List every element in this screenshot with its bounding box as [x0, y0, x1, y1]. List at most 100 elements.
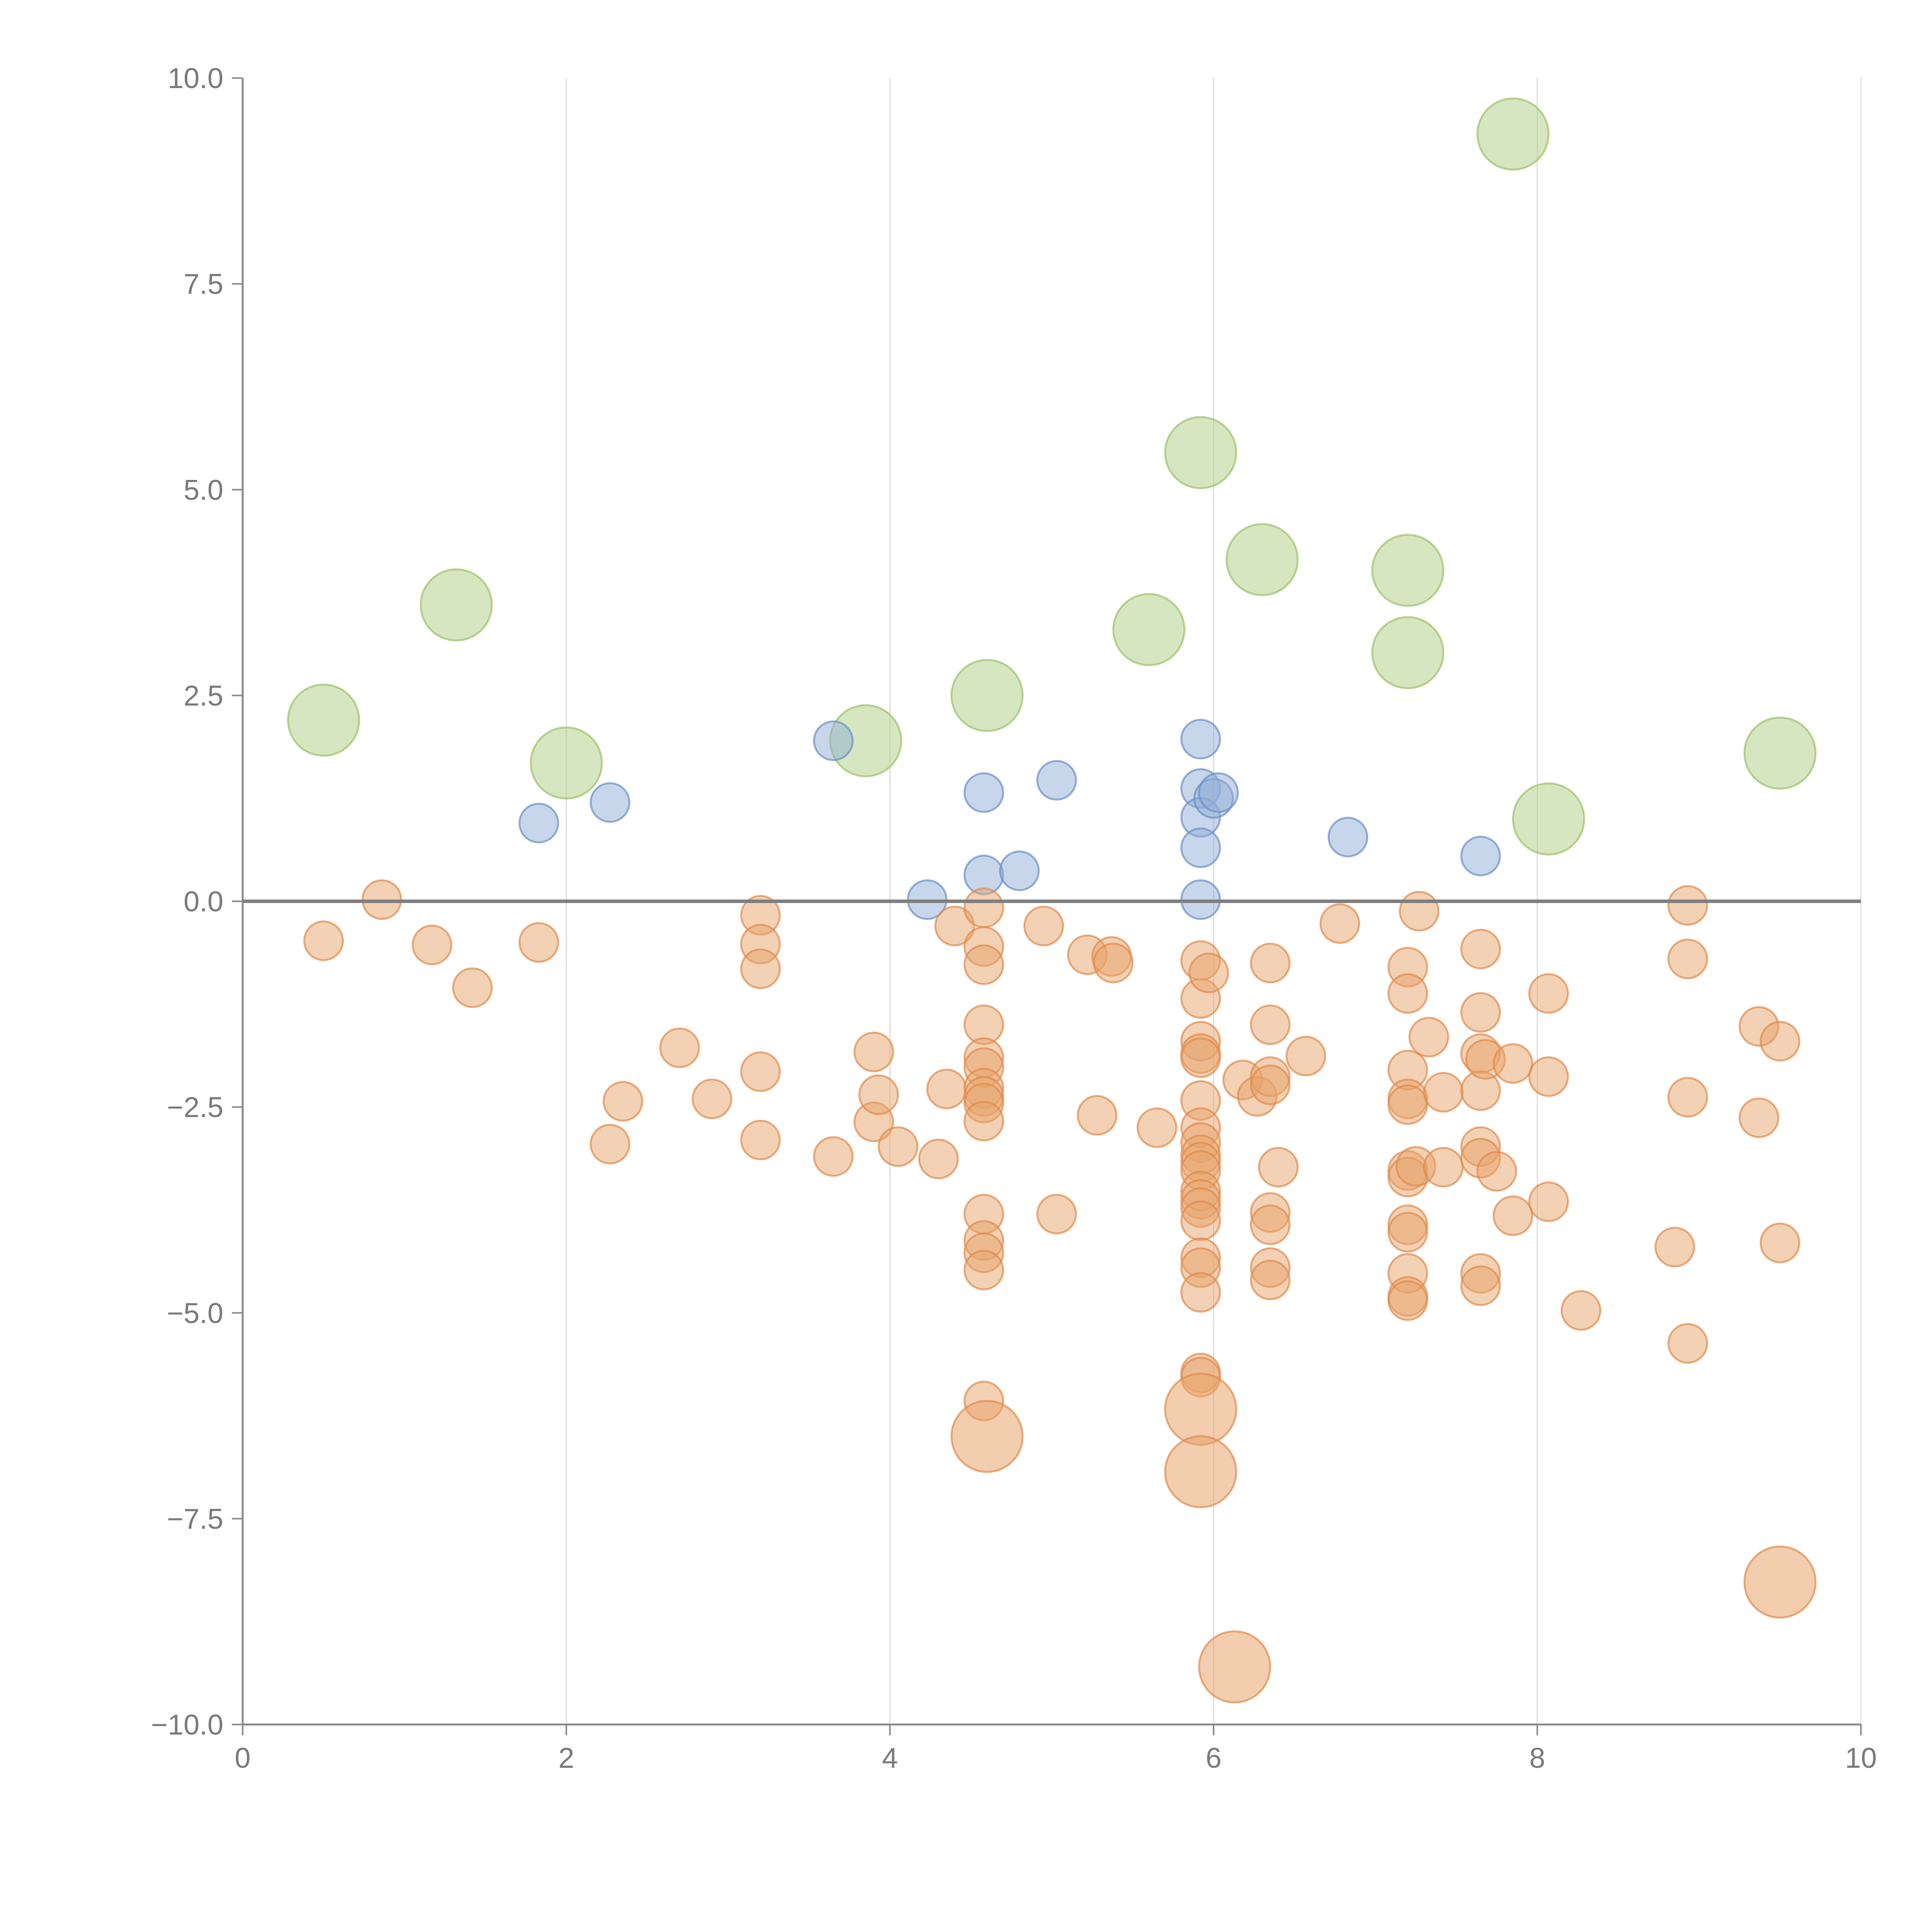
large-positive-point: [1371, 616, 1444, 689]
small-negative-point: [1460, 1265, 1501, 1306]
small-negative-point: [1528, 1181, 1569, 1222]
small-negative-point: [1387, 973, 1428, 1014]
large-positive-point: [1476, 97, 1550, 171]
small-negative-point: [963, 1100, 1004, 1141]
small-negative-point: [1760, 1223, 1801, 1264]
large-negative-point: [1164, 1372, 1237, 1446]
x-tick-label: 8: [1529, 1742, 1545, 1774]
small-positive-point: [1460, 835, 1501, 876]
small-negative-point: [1093, 942, 1134, 983]
large-positive-point: [1164, 416, 1237, 489]
y-tick-label: −5.0: [167, 1297, 223, 1329]
y-tick-label: 5.0: [184, 474, 223, 506]
small-negative-point: [1250, 1204, 1291, 1245]
y-tick-label: 7.5: [184, 268, 223, 300]
small-negative-point: [1667, 1323, 1708, 1364]
small-negative-point: [1319, 903, 1360, 944]
small-positive-point: [1180, 827, 1221, 868]
x-tick-label: 2: [558, 1742, 574, 1774]
small-negative-point: [1258, 1147, 1299, 1188]
small-negative-point: [1654, 1226, 1695, 1267]
small-negative-point: [518, 922, 559, 963]
small-negative-point: [659, 1027, 700, 1068]
large-positive-point: [1371, 534, 1444, 607]
small-positive-point: [1327, 816, 1368, 857]
small-negative-point: [926, 1068, 967, 1109]
small-negative-point: [1738, 1097, 1779, 1138]
small-negative-point: [1387, 1280, 1428, 1321]
small-positive-point: [963, 772, 1004, 813]
small-negative-point: [853, 1031, 894, 1072]
small-negative-point: [1460, 992, 1501, 1033]
small-negative-point: [1180, 1272, 1221, 1313]
small-negative-point: [412, 924, 452, 965]
large-negative-point: [1743, 1545, 1817, 1619]
small-negative-point: [1423, 1072, 1464, 1113]
small-negative-point: [1250, 1260, 1291, 1301]
data-points: [287, 97, 1817, 1704]
small-negative-point: [303, 920, 344, 961]
small-negative-point: [1077, 1095, 1117, 1136]
x-tick-label: 6: [1206, 1742, 1221, 1774]
small-negative-point: [1560, 1290, 1601, 1331]
tick-labels: 10.0 7.5 5.0 2.5 0.0 −2.5 −5.0 −7.5 −10.0 0 2 4 6 8 10: [151, 62, 1877, 1774]
small-negative-point: [1180, 1037, 1221, 1078]
small-negative-point: [878, 1126, 918, 1167]
large-positive-point: [1743, 716, 1817, 790]
small-negative-point: [963, 888, 1004, 929]
small-negative-point: [963, 1250, 1004, 1291]
small-positive-point: [1036, 760, 1077, 801]
large-negative-point: [950, 1400, 1024, 1473]
small-negative-point: [1136, 1107, 1177, 1148]
small-negative-point: [1399, 891, 1440, 932]
small-negative-point: [692, 1078, 733, 1119]
small-negative-point: [813, 1136, 854, 1177]
small-negative-point: [1036, 1194, 1077, 1235]
small-negative-point: [918, 1138, 959, 1179]
large-positive-point: [287, 684, 360, 757]
small-negative-point: [1387, 1212, 1428, 1253]
small-negative-point: [1023, 905, 1064, 946]
y-tick-label: 0.0: [184, 886, 223, 918]
small-positive-point: [999, 850, 1040, 891]
small-negative-point: [1286, 1036, 1327, 1077]
small-negative-point: [1476, 1151, 1517, 1192]
small-negative-point: [1250, 1065, 1291, 1105]
small-negative-point: [602, 1081, 643, 1122]
x-tick-label: 10: [1845, 1742, 1877, 1774]
small-negative-point: [1528, 1056, 1569, 1097]
small-positive-point: [1198, 772, 1239, 813]
small-negative-point: [1528, 973, 1569, 1014]
small-negative-point: [1493, 1195, 1534, 1236]
small-positive-point: [590, 782, 631, 823]
large-positive-point: [950, 659, 1024, 732]
small-negative-point: [1408, 1017, 1449, 1058]
y-tick-label: 2.5: [184, 680, 223, 712]
large-negative-point: [1198, 1630, 1271, 1704]
small-positive-point: [813, 720, 854, 761]
small-negative-point: [452, 967, 493, 1008]
small-positive-point: [1180, 719, 1221, 760]
small-negative-point: [1180, 1200, 1221, 1241]
small-positive-point: [518, 803, 559, 844]
small-negative-point: [1760, 1021, 1801, 1062]
small-negative-point: [1250, 942, 1291, 983]
small-negative-point: [740, 948, 781, 989]
large-positive-point: [1225, 523, 1299, 596]
small-negative-point: [740, 1119, 781, 1160]
x-tick-label: 0: [235, 1742, 250, 1774]
large-negative-point: [1164, 1435, 1237, 1509]
small-negative-point: [963, 944, 1004, 985]
y-tick-label: −7.5: [167, 1503, 223, 1535]
small-negative-point: [1387, 1084, 1428, 1125]
x-tick-label: 4: [882, 1742, 898, 1774]
small-negative-point: [740, 1051, 781, 1092]
small-negative-point: [1250, 1004, 1291, 1045]
small-negative-point: [590, 1124, 631, 1165]
small-negative-point: [1188, 952, 1229, 993]
small-negative-point: [934, 905, 975, 946]
small-negative-point: [1460, 929, 1501, 969]
small-negative-point: [858, 1074, 899, 1115]
small-negative-point: [1667, 1077, 1708, 1118]
